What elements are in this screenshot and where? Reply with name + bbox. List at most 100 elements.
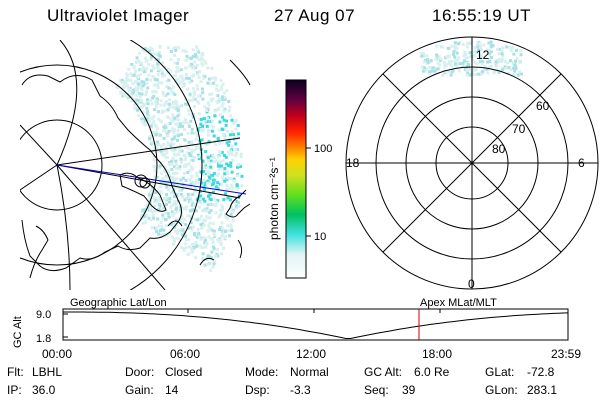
emission-pixel bbox=[172, 182, 176, 186]
emission-pixel bbox=[190, 246, 194, 250]
emission-pixel bbox=[172, 149, 176, 153]
emission-pixel bbox=[156, 127, 160, 131]
emission-pixel bbox=[219, 226, 223, 229]
emission-pixel bbox=[147, 63, 151, 66]
emission-pixel bbox=[169, 144, 173, 148]
emission-pixel bbox=[175, 171, 179, 175]
emission-pixel bbox=[162, 103, 166, 107]
emission-pixel bbox=[145, 118, 149, 121]
emission-pixel bbox=[211, 97, 215, 101]
emission-pixel bbox=[150, 140, 154, 144]
emission-pixel bbox=[234, 127, 238, 131]
emission-pixel bbox=[152, 52, 156, 56]
emission-pixel bbox=[175, 210, 179, 214]
emission-pixel bbox=[198, 58, 202, 62]
emission-pixel bbox=[186, 253, 190, 256]
emission-pixel bbox=[180, 187, 184, 190]
emission-pixel bbox=[190, 113, 194, 117]
emission-pixel bbox=[205, 181, 209, 185]
emission-pixel bbox=[169, 50, 173, 53]
emission-pixel bbox=[151, 122, 155, 126]
emission-pixel bbox=[197, 157, 201, 161]
emission-pixel bbox=[162, 153, 165, 157]
emission-pixel bbox=[420, 54, 424, 58]
emission-pixel bbox=[218, 161, 222, 165]
emission-pixel bbox=[143, 82, 147, 86]
emission-pixel bbox=[205, 117, 209, 121]
emission-pixel bbox=[171, 105, 175, 109]
emission-pixel bbox=[197, 94, 201, 98]
emission-pixel bbox=[184, 58, 188, 62]
emission-pixel bbox=[215, 173, 219, 177]
south-america-coastline bbox=[225, 189, 251, 218]
emission-pixel bbox=[143, 47, 147, 51]
emission-pixel bbox=[120, 78, 124, 82]
emission-pixel bbox=[157, 208, 161, 212]
emission-pixel bbox=[468, 51, 472, 55]
emission-pixel bbox=[487, 58, 491, 62]
emission-pixel bbox=[232, 179, 236, 183]
emission-pixel bbox=[153, 78, 157, 82]
emission-pixel bbox=[123, 85, 127, 89]
emission-pixel bbox=[190, 228, 194, 232]
emission-pixel bbox=[195, 45, 199, 49]
emission-pixel bbox=[211, 265, 215, 269]
emission-pixel bbox=[167, 78, 171, 82]
emission-pixel bbox=[208, 216, 212, 220]
emission-pixel bbox=[187, 112, 191, 116]
emission-pixel bbox=[231, 186, 235, 190]
emission-pixel bbox=[149, 142, 153, 146]
emission-pixel bbox=[180, 149, 184, 153]
emission-pixel bbox=[184, 242, 188, 246]
emission-pixel bbox=[504, 67, 508, 71]
emission-pixel bbox=[210, 76, 214, 80]
emission-pixel bbox=[147, 193, 151, 197]
emission-pixel bbox=[170, 118, 173, 122]
emission-pixel bbox=[214, 254, 218, 258]
emission-pixel bbox=[453, 47, 457, 51]
emission-pixel bbox=[227, 234, 231, 238]
color-scale bbox=[285, 79, 307, 279]
emission-pixel bbox=[433, 69, 437, 73]
emission-pixel bbox=[146, 102, 150, 106]
emission-pixel bbox=[185, 54, 189, 58]
emission-pixel bbox=[189, 221, 193, 225]
emission-pixel bbox=[127, 87, 131, 91]
emission-pixel bbox=[227, 163, 230, 167]
emission-pixel bbox=[155, 65, 159, 69]
emission-pixel bbox=[192, 189, 196, 193]
emission-pixel bbox=[165, 155, 169, 159]
subsatellite-marker-icon bbox=[139, 177, 151, 189]
emission-pixel bbox=[214, 211, 218, 215]
emission-pixel bbox=[212, 247, 216, 251]
emission-pixel bbox=[164, 146, 168, 150]
emission-pixel bbox=[192, 246, 195, 249]
emission-pixel bbox=[500, 57, 504, 61]
emission-pixel bbox=[429, 59, 433, 63]
emission-pixel bbox=[170, 204, 174, 208]
emission-pixel bbox=[168, 197, 172, 201]
emission-pixel bbox=[435, 44, 439, 48]
emission-pixel bbox=[190, 79, 194, 83]
emission-pixel bbox=[227, 186, 231, 190]
emission-pixel bbox=[235, 151, 239, 155]
emission-pixel bbox=[224, 192, 227, 196]
emission-pixel bbox=[143, 215, 147, 218]
emission-pixel bbox=[158, 133, 162, 137]
emission-pixel bbox=[229, 149, 233, 153]
emission-pixel bbox=[221, 246, 225, 250]
emission-pixel bbox=[124, 92, 128, 96]
emission-pixel bbox=[498, 58, 502, 62]
emission-pixel bbox=[211, 190, 215, 194]
emission-pixel bbox=[222, 128, 226, 131]
emission-pixel bbox=[160, 120, 164, 124]
emission-pixel bbox=[463, 61, 467, 65]
emission-pixel bbox=[157, 195, 161, 199]
emission-pixel bbox=[135, 56, 139, 60]
emission-pixel bbox=[229, 164, 233, 168]
emission-pixel bbox=[182, 248, 186, 252]
emission-pixel bbox=[187, 238, 191, 242]
emission-pixel bbox=[165, 234, 169, 238]
emission-pixel bbox=[151, 96, 155, 100]
emission-pixel bbox=[184, 234, 188, 238]
